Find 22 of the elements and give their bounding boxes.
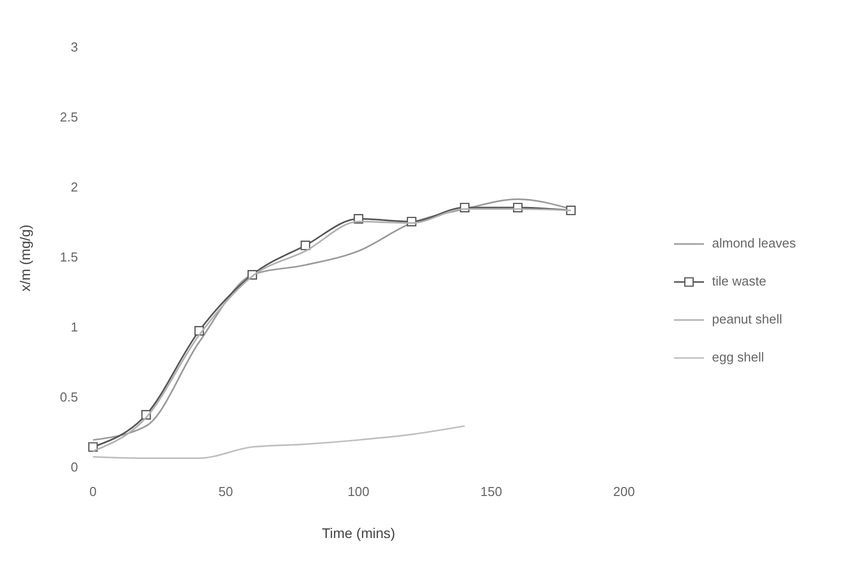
y-tick-label: 0.5 (60, 389, 78, 404)
y-tick-label: 2 (70, 179, 78, 194)
y-axis-title: x/m (mg/g) (17, 224, 33, 292)
x-tick-label: 100 (348, 484, 370, 499)
point (88, 442, 98, 452)
point (300, 240, 310, 250)
y-tick-label: 3 (70, 39, 78, 54)
x-tick-label: 150 (480, 484, 502, 499)
legend-label: egg shell (712, 349, 764, 364)
x-axis-title: Time (mins) (322, 525, 396, 541)
legend-label: peanut shell (712, 311, 782, 326)
line-series (92, 425, 466, 459)
y-tick-label: 2.5 (60, 109, 78, 124)
point (566, 206, 576, 216)
x-tick-label: 0 (89, 484, 97, 499)
legend-label: tile waste (712, 273, 766, 288)
x-tick-label: 50 (218, 484, 233, 499)
y-tick-label: 1 (70, 319, 78, 334)
legend-label: almond leaves (712, 235, 796, 250)
y-tick-label: 0 (70, 459, 78, 474)
x-tick-label: 200 (613, 484, 635, 499)
y-tick-label: 1.5 (60, 249, 78, 264)
